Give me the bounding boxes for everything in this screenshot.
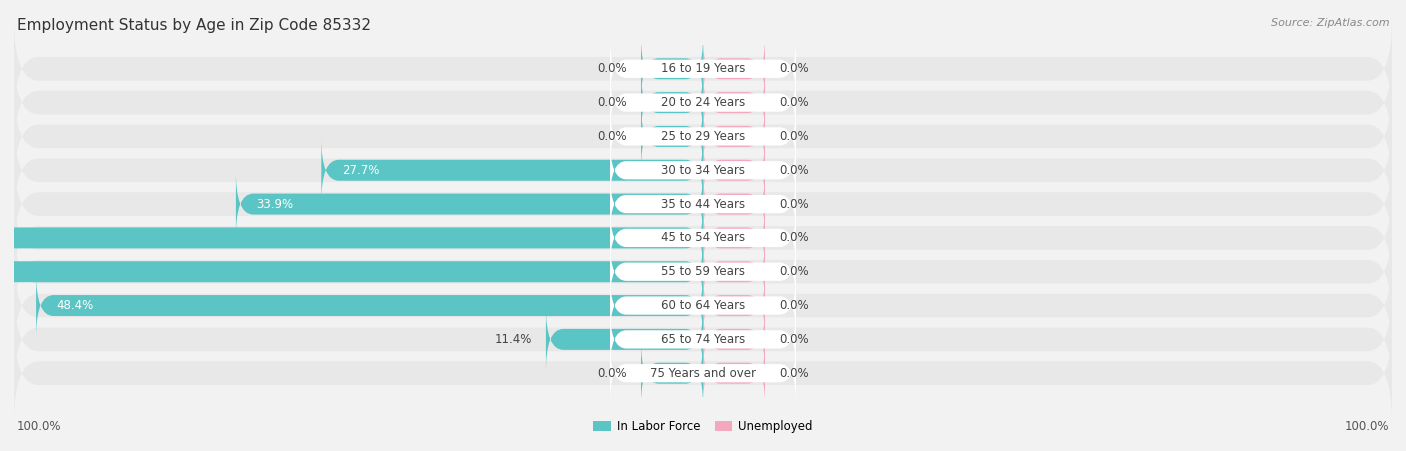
FancyBboxPatch shape — [14, 257, 1392, 354]
Text: 27.7%: 27.7% — [342, 164, 380, 177]
Text: 75 Years and over: 75 Years and over — [650, 367, 756, 380]
FancyBboxPatch shape — [703, 104, 765, 169]
FancyBboxPatch shape — [14, 155, 1392, 253]
FancyBboxPatch shape — [610, 106, 796, 167]
Text: 48.4%: 48.4% — [56, 299, 94, 312]
Text: 0.0%: 0.0% — [779, 164, 808, 177]
Text: 30 to 34 Years: 30 to 34 Years — [661, 164, 745, 177]
FancyBboxPatch shape — [14, 121, 1392, 219]
Text: 0.0%: 0.0% — [598, 96, 627, 109]
FancyBboxPatch shape — [610, 309, 796, 370]
FancyBboxPatch shape — [703, 172, 765, 236]
FancyBboxPatch shape — [610, 72, 796, 133]
FancyBboxPatch shape — [14, 20, 1392, 118]
Text: 0.0%: 0.0% — [779, 96, 808, 109]
Text: 60 to 64 Years: 60 to 64 Years — [661, 299, 745, 312]
Text: Employment Status by Age in Zip Code 85332: Employment Status by Age in Zip Code 853… — [17, 18, 371, 33]
Text: 0.0%: 0.0% — [779, 198, 808, 211]
Text: 20 to 24 Years: 20 to 24 Years — [661, 96, 745, 109]
FancyBboxPatch shape — [641, 104, 703, 169]
FancyBboxPatch shape — [610, 275, 796, 336]
Text: 0.0%: 0.0% — [598, 130, 627, 143]
FancyBboxPatch shape — [546, 307, 703, 372]
FancyBboxPatch shape — [37, 273, 703, 338]
FancyBboxPatch shape — [0, 206, 703, 270]
Text: 0.0%: 0.0% — [779, 299, 808, 312]
FancyBboxPatch shape — [703, 239, 765, 304]
Text: 0.0%: 0.0% — [779, 367, 808, 380]
Legend: In Labor Force, Unemployed: In Labor Force, Unemployed — [593, 420, 813, 433]
FancyBboxPatch shape — [610, 140, 796, 201]
Text: 65 to 74 Years: 65 to 74 Years — [661, 333, 745, 346]
Text: 0.0%: 0.0% — [598, 62, 627, 75]
Text: 0.0%: 0.0% — [779, 333, 808, 346]
FancyBboxPatch shape — [641, 341, 703, 405]
FancyBboxPatch shape — [14, 189, 1392, 287]
FancyBboxPatch shape — [236, 172, 703, 236]
FancyBboxPatch shape — [703, 70, 765, 135]
FancyBboxPatch shape — [322, 138, 703, 202]
FancyBboxPatch shape — [703, 273, 765, 338]
FancyBboxPatch shape — [14, 324, 1392, 422]
Text: 0.0%: 0.0% — [779, 130, 808, 143]
Text: 100.0%: 100.0% — [1344, 420, 1389, 433]
FancyBboxPatch shape — [703, 138, 765, 202]
Text: 55 to 59 Years: 55 to 59 Years — [661, 265, 745, 278]
FancyBboxPatch shape — [610, 343, 796, 404]
Text: 33.9%: 33.9% — [256, 198, 294, 211]
Text: 0.0%: 0.0% — [779, 62, 808, 75]
FancyBboxPatch shape — [703, 307, 765, 372]
FancyBboxPatch shape — [0, 239, 703, 304]
FancyBboxPatch shape — [641, 70, 703, 135]
FancyBboxPatch shape — [703, 206, 765, 270]
Text: 0.0%: 0.0% — [598, 367, 627, 380]
Text: 100.0%: 100.0% — [17, 420, 62, 433]
FancyBboxPatch shape — [703, 341, 765, 405]
FancyBboxPatch shape — [703, 37, 765, 101]
FancyBboxPatch shape — [14, 87, 1392, 185]
Text: 45 to 54 Years: 45 to 54 Years — [661, 231, 745, 244]
Text: 11.4%: 11.4% — [495, 333, 531, 346]
Text: Source: ZipAtlas.com: Source: ZipAtlas.com — [1271, 18, 1389, 28]
Text: 0.0%: 0.0% — [779, 265, 808, 278]
Text: 25 to 29 Years: 25 to 29 Years — [661, 130, 745, 143]
FancyBboxPatch shape — [610, 241, 796, 302]
FancyBboxPatch shape — [14, 54, 1392, 152]
FancyBboxPatch shape — [14, 290, 1392, 388]
FancyBboxPatch shape — [610, 38, 796, 99]
Text: 35 to 44 Years: 35 to 44 Years — [661, 198, 745, 211]
Text: 0.0%: 0.0% — [779, 231, 808, 244]
FancyBboxPatch shape — [610, 207, 796, 268]
FancyBboxPatch shape — [641, 37, 703, 101]
FancyBboxPatch shape — [14, 223, 1392, 321]
Text: 16 to 19 Years: 16 to 19 Years — [661, 62, 745, 75]
FancyBboxPatch shape — [610, 174, 796, 235]
